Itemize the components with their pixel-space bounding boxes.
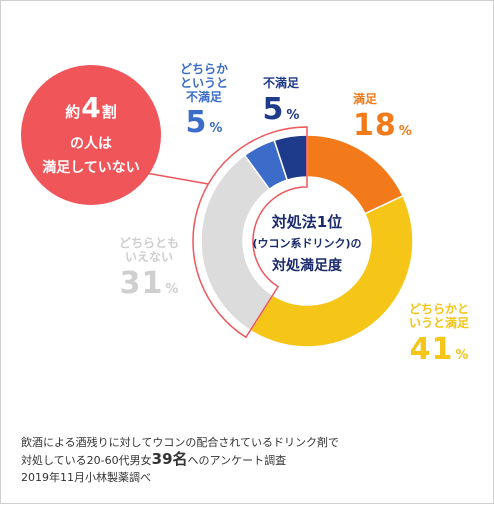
footnote-line2-post: へのアンケート調査 — [187, 454, 287, 467]
slice-name: 不満足 — [262, 76, 299, 90]
donut-slices — [200, 134, 414, 348]
slice-label-dissatisfied: 不満足 5% — [249, 76, 313, 127]
slice-label-neutral: どちらとも いえない 31% — [107, 236, 191, 301]
slice-neutral — [200, 154, 274, 332]
callout-circle: 約4割 の人は 満足していない — [21, 65, 161, 205]
callout-prefix: 約 — [65, 103, 81, 121]
slice-value: 5 — [262, 91, 285, 127]
slice-label-somewhat-dissatisfied: どちらか というと 不満足 5% — [169, 62, 239, 141]
callout-connector — [145, 172, 209, 185]
callout-line — [145, 172, 209, 185]
slice-name: どちらか というと 不満足 — [179, 62, 228, 104]
callout-suffix: 割 — [101, 103, 117, 121]
survey-footnote: 飲酒による酒残りに対してウコンの配合されているドリンク剤で 対処している20-6… — [21, 434, 339, 486]
footnote-line2: 対処している20-60代男女39名へのアンケート調査 — [21, 451, 339, 469]
callout-headline: 約4割 — [21, 91, 161, 124]
donut-center-label: 対処法1位 (ウコン系ドリンク)の 対処満足度 — [246, 211, 368, 275]
slice-value: 18 — [353, 107, 397, 143]
callout-line3: 満足していない — [42, 160, 140, 176]
footnote-line3: 2019年11月小林製薬調べ — [21, 471, 151, 484]
center-line1: 対処法1位 — [271, 213, 343, 231]
dissatisfied-bracket — [192, 126, 308, 339]
slice-name: どちらかと いうと満足 — [408, 302, 469, 330]
slice-unit: % — [165, 281, 179, 297]
slice-label-somewhat-satisfied: どちらかと いうと満足 41% — [397, 302, 481, 367]
center-line2: (ウコン系ドリンク)の — [252, 237, 362, 250]
slice-unit: % — [209, 121, 223, 137]
center-line3: 対処満足度 — [272, 258, 342, 274]
footnote-line1: 飲酒による酒残りに対してウコンの配合されているドリンク剤で — [21, 436, 340, 449]
slice-name: どちらとも いえない — [118, 236, 179, 264]
callout-line2: の人は — [70, 136, 112, 152]
dissatisfied-outline — [192, 126, 308, 339]
callout-number: 4 — [81, 91, 101, 124]
slice-unit: % — [455, 347, 469, 363]
slice-unit: % — [286, 107, 300, 123]
slice-unit: % — [398, 123, 412, 139]
slice-value: 31 — [119, 265, 164, 301]
slice-somewhat-satisfied — [249, 194, 414, 348]
slice-label-satisfied: 満足 18% — [353, 92, 423, 143]
slice-value: 41 — [409, 331, 454, 367]
slice-value: 5 — [185, 105, 208, 141]
slice-name: 満足 — [353, 92, 378, 106]
footnote-respondents: 39名 — [151, 450, 188, 468]
footnote-line2-pre: 対処している20-60代男女 — [21, 454, 152, 467]
